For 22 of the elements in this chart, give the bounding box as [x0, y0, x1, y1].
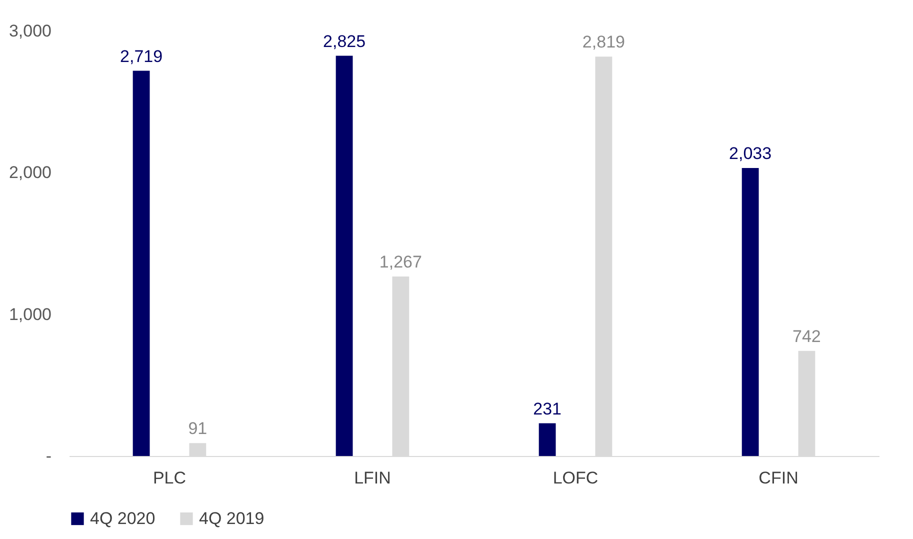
- x-tick-label: LOFC: [552, 468, 598, 488]
- x-tick-label: LFIN: [354, 468, 391, 488]
- bar: [742, 168, 759, 456]
- bar: [132, 70, 150, 456]
- x-tick-label: PLC: [152, 468, 186, 488]
- data-label: 2,719: [120, 46, 163, 66]
- y-tick-label: 3,000: [8, 22, 52, 40]
- data-label: 91: [188, 419, 208, 438]
- legend-label: 4Q 2020: [90, 508, 156, 528]
- bar: [538, 423, 556, 456]
- x-tick-label: CFIN: [758, 468, 798, 488]
- data-label: 2,033: [729, 144, 772, 163]
- data-label: 742: [792, 326, 821, 346]
- y-tick-label: 2,000: [8, 163, 52, 182]
- data-label: 2,825: [323, 32, 366, 51]
- data-label: 1,267: [379, 252, 422, 272]
- bar: [336, 56, 353, 456]
- data-label: 231: [533, 399, 562, 418]
- y-tick-label: -: [46, 446, 52, 466]
- data-label: 2,819: [582, 32, 625, 52]
- legend-label: 4Q 2019: [199, 508, 264, 528]
- y-tick-label: 1,000: [8, 304, 52, 324]
